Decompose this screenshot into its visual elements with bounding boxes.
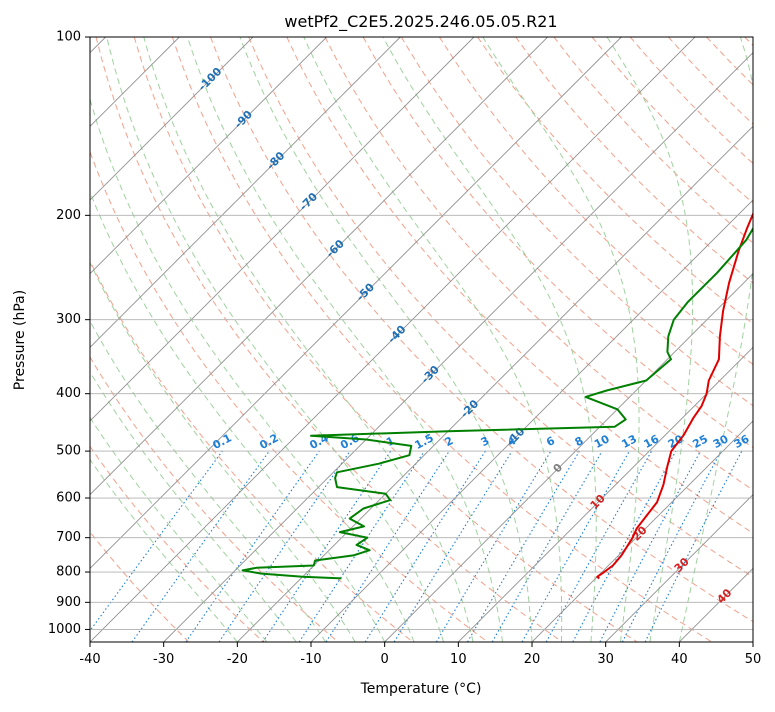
y-axis-label: Pressure (hPa) bbox=[12, 290, 28, 390]
y-tick-label: 500 bbox=[56, 444, 81, 459]
y-tick-label: 200 bbox=[56, 208, 81, 223]
y-tick-label: 400 bbox=[56, 386, 81, 401]
y-tick-label: 1000 bbox=[48, 622, 81, 637]
x-axis-label: Temperature (°C) bbox=[360, 681, 482, 697]
y-tick-label: 600 bbox=[56, 491, 81, 506]
chart-title: wetPf2_C2E5.2025.246.05.05.R21 bbox=[284, 12, 557, 32]
x-tick-label: 30 bbox=[597, 652, 614, 667]
y-tick-label: 800 bbox=[56, 565, 81, 580]
x-tick-label: 40 bbox=[671, 652, 688, 667]
x-tick-label: -30 bbox=[153, 652, 174, 667]
x-tick-label: -40 bbox=[79, 652, 100, 667]
x-tick-label: 50 bbox=[745, 652, 762, 667]
x-tick-label: 0 bbox=[381, 652, 389, 667]
y-tick-label: 100 bbox=[56, 30, 81, 45]
x-tick-label: -20 bbox=[227, 652, 248, 667]
x-tick-label: 20 bbox=[524, 652, 541, 667]
x-tick-label: -10 bbox=[300, 652, 321, 667]
y-tick-label: 700 bbox=[56, 530, 81, 545]
y-tick-label: 300 bbox=[56, 312, 81, 327]
y-tick-label: 900 bbox=[56, 595, 81, 610]
x-tick-label: 10 bbox=[450, 652, 467, 667]
